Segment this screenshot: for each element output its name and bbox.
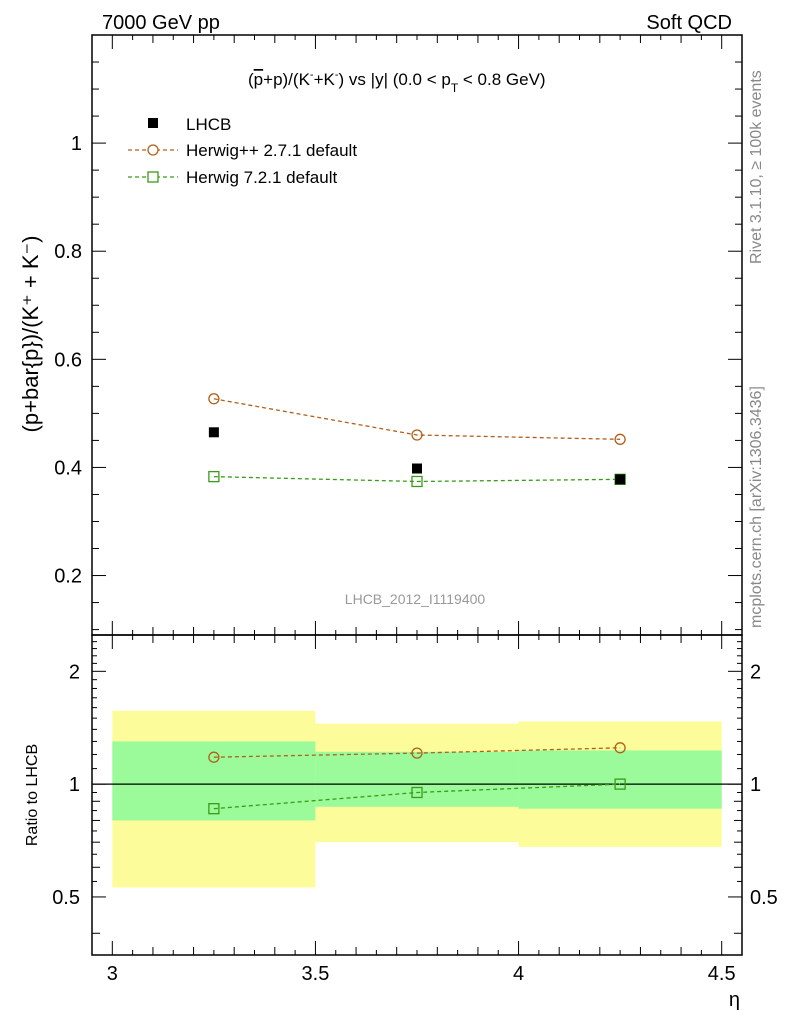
main-y-tick-label: 0.4 [54,457,82,479]
ratio-y-tick-label-right: 2 [750,661,761,683]
x-tick-label: 3.5 [302,963,330,985]
legend: LHCB Herwig++ 2.7.1 default Herwig 7.2.1… [128,115,357,187]
legend-label-lhcb: LHCB [186,115,231,134]
main-point-herwig7 [411,475,423,488]
ratio-point-herwig7 [411,786,423,799]
main-point-lhcb [208,427,219,438]
main-y-tick-label: 0.6 [54,349,82,371]
x-axis-label: η [729,989,740,1011]
ratio-point-herwigpp [208,751,220,763]
ratio-y-tick-label-left: 1 [69,774,80,796]
legend-marker-lhcb [148,118,158,128]
legend-marker-herwig7 [147,171,159,183]
main-point-herwig7 [208,470,220,483]
header-right: Soft QCD [646,12,732,34]
mcplots-label: mcplots.cern.ch [arXiv:1306.3436] [748,386,765,628]
ratio-line-herwig7 [213,783,621,810]
main-y-tick-label: 1 [71,133,82,155]
ratio-y-tick-label-left: 2 [69,661,80,683]
main-point-herwigpp [614,433,626,445]
main-y-tick-label: 0.8 [54,241,82,263]
plot-title: (p+p)/(K-+K-) vs |y| (0.0 < pT < 0.8 GeV… [248,69,546,95]
main-y-tick-label: 0.2 [54,566,82,588]
rivet-label: Rivet 3.1.10, ≥ 100k events [748,70,765,264]
ratio-point-herwigpp [614,742,626,754]
main-line-herwigpp [213,398,621,440]
ratio-y-axis-label: Ratio to LHCB [24,744,41,846]
ratio-line-herwigpp [213,747,621,758]
x-tick-label: 3 [107,963,118,985]
main-point-lhcb [615,474,626,485]
main-point-lhcb [412,463,422,474]
header-left: 7000 GeV pp [102,12,220,34]
ratio-band-inner-0 [112,741,316,821]
main-point-herwigpp [208,393,220,405]
x-tick-label: 4 [513,963,524,985]
legend-label-herwigpp: Herwig++ 2.7.1 default [186,141,357,160]
pbar-symbol: p [254,70,263,89]
ratio-y-tick-label-right: 1 [750,774,761,796]
ratio-y-tick-label-right: 0.5 [750,887,778,909]
ratio-point-herwig7 [614,778,626,790]
ratio-point-herwigpp [411,747,423,759]
legend-marker-herwigpp [147,144,159,156]
main-line-herwig7 [213,475,621,483]
ratio-band-inner-1 [315,751,519,807]
x-tick-label: 4.5 [708,963,736,985]
main-point-herwigpp [411,429,423,441]
ratio-y-tick-label-left: 0.5 [52,887,80,909]
ratio-point-herwig7 [208,803,220,815]
analysis-watermark: LHCB_2012_I1119400 [345,591,486,607]
legend-label-herwig7: Herwig 7.2.1 default [186,168,337,187]
main-y-axis-label: (p+bar{p})/(K⁺ + K⁻) [18,236,43,433]
